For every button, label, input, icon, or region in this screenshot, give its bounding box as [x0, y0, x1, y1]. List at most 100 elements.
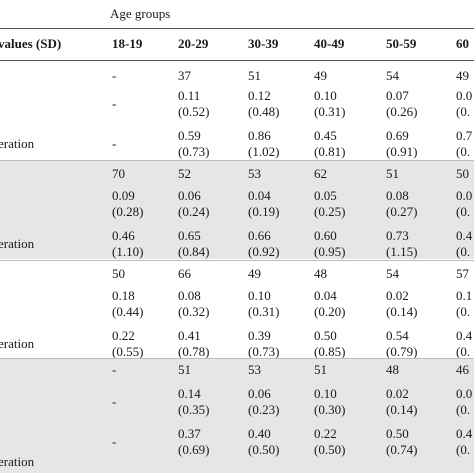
table-cell: 0.22: [314, 426, 337, 441]
table-cell: (0.: [456, 104, 471, 119]
table-cell: (0.28): [112, 204, 144, 219]
table-cell: (0.44): [112, 304, 144, 319]
table-cell: (0.85): [314, 344, 346, 359]
table-cell: 0.09: [112, 188, 135, 203]
row-label: eration: [0, 336, 35, 351]
table-cell: (0.48): [248, 104, 280, 119]
table-cell: 0.0: [456, 88, 473, 103]
table-cell: (0.25): [314, 204, 346, 219]
table-cell: -: [112, 68, 117, 83]
table-cell: 0.04: [248, 188, 271, 203]
table-cell: (0.: [456, 442, 471, 457]
table-cell: (0.31): [248, 304, 280, 319]
table-cell: 0.41: [178, 328, 201, 343]
table-cell: (1.10): [112, 244, 144, 259]
table-cell: -: [112, 96, 117, 111]
table-cell: (0.35): [178, 402, 210, 417]
table-cell: (0.78): [178, 344, 210, 359]
table-cell: -: [112, 362, 117, 377]
table-cell: 66: [178, 266, 191, 281]
table-cell: 0.50: [314, 328, 337, 343]
table-cell: 0.86: [248, 128, 271, 143]
table-cell: 62: [314, 166, 327, 181]
table-cell: 53: [248, 362, 261, 377]
table-cell: 0.66: [248, 228, 271, 243]
table-cell: (0.20): [314, 304, 346, 319]
column-header: 20-29: [178, 36, 209, 51]
table-cell: 48: [386, 362, 399, 377]
table-cell: 51: [178, 362, 191, 377]
table-cell: (0.74): [386, 442, 418, 457]
table-cell: 0.05: [314, 188, 337, 203]
age-groups-label: Age groups: [110, 6, 171, 21]
table-cell: 0.46: [112, 228, 135, 243]
table-cell: -: [112, 136, 117, 151]
table-cell: (0.26): [386, 104, 418, 119]
table-cell: 0.69: [386, 128, 409, 143]
shaded-section: [0, 359, 474, 473]
table-cell: 0.39: [248, 328, 271, 343]
table-cell: 0.10: [248, 288, 271, 303]
table-cell: (0.31): [314, 104, 346, 119]
table-cell: 0.4: [456, 426, 473, 441]
table-cell: (0.73): [178, 144, 210, 159]
table-cell: (0.32): [178, 304, 210, 319]
table-cell: 54: [386, 68, 399, 83]
table-cell: 54: [386, 266, 399, 281]
column-header: 40-49: [314, 36, 345, 51]
table-cell: 37: [178, 68, 191, 83]
row-header: values (SD): [0, 36, 62, 51]
row-label: eration: [0, 454, 35, 469]
table-cell: 0.04: [314, 288, 337, 303]
table-cell: 0.06: [178, 188, 201, 203]
table-cell: 51: [314, 362, 327, 377]
table-cell: 51: [386, 166, 399, 181]
table-cell: 51: [248, 68, 261, 83]
table-cell: (0.95): [314, 244, 346, 259]
table-cell: (0.: [456, 244, 471, 259]
table-cell: 0.07: [386, 88, 409, 103]
table-cell: 0.4: [456, 328, 473, 343]
table-cell: 57: [456, 266, 469, 281]
section-rule: [0, 358, 474, 359]
table-cell: 0.37: [178, 426, 201, 441]
table-cell: (0.: [456, 344, 471, 359]
table-cell: (0.14): [386, 304, 418, 319]
table-cell: 0.65: [178, 228, 201, 243]
table-cell: 0.50: [386, 426, 409, 441]
table-cell: (0.19): [248, 204, 280, 219]
table-cell: 0.10: [314, 386, 337, 401]
table-cell: 0.08: [386, 188, 409, 203]
table-cell: (0.69): [178, 442, 210, 457]
table-cell: (0.92): [248, 244, 280, 259]
table-cell: 0.40: [248, 426, 271, 441]
table-cell: 0.02: [386, 288, 409, 303]
section-rule: [0, 160, 474, 161]
table-cell: (0.30): [314, 402, 346, 417]
table-cell: 49: [314, 68, 327, 83]
table-cell: (0.50): [248, 442, 280, 457]
table-cell: 0.0: [456, 188, 473, 203]
section-rule: [0, 260, 474, 261]
row-label: eration: [0, 236, 35, 251]
table-cell: 70: [112, 166, 125, 181]
table-cell: 0.11: [178, 88, 201, 103]
table-cell: 49: [456, 68, 469, 83]
table-cell: 0.59: [178, 128, 201, 143]
table-cell: 50: [112, 266, 125, 281]
column-header: 60: [456, 36, 469, 51]
table-cell: (0.81): [314, 144, 346, 159]
table-cell: 0.22: [112, 328, 135, 343]
table-cell: (0.84): [178, 244, 210, 259]
table-cell: -: [112, 434, 117, 449]
table-cell: (0.79): [386, 344, 418, 359]
column-header: 30-39: [248, 36, 279, 51]
table-cell: 0.10: [314, 88, 337, 103]
table-cell: (0.: [456, 304, 471, 319]
table-cell: 0.7: [456, 128, 473, 143]
table-cell: 0.60: [314, 228, 337, 243]
table-cell: 0.0: [456, 386, 473, 401]
table-cell: 0.14: [178, 386, 201, 401]
table-cell: (0.: [456, 402, 471, 417]
table-cell: 0.02: [386, 386, 409, 401]
